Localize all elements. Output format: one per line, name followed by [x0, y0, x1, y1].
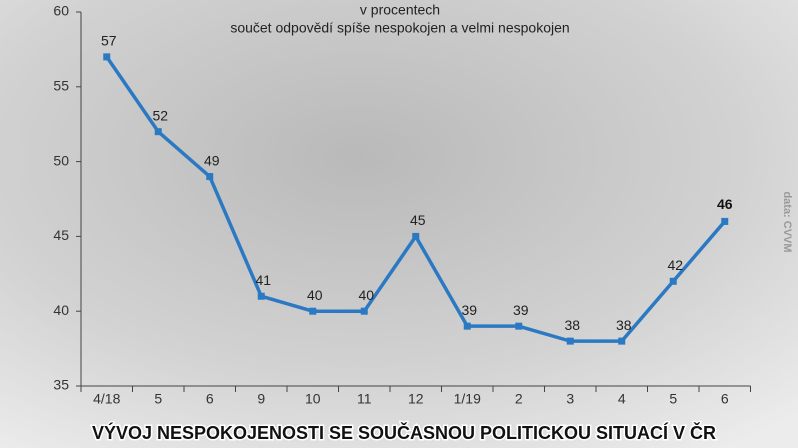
y-tick-label: 55: [53, 78, 69, 94]
source: data: CVVM: [781, 191, 793, 252]
marker: [618, 337, 626, 345]
x-tick-label: 4: [618, 391, 626, 407]
value-label: 49: [204, 152, 220, 168]
marker: [412, 232, 420, 240]
y-tick-label: 60: [53, 3, 69, 19]
value-label: 39: [513, 302, 529, 318]
value-label: 52: [152, 107, 168, 123]
x-tick-label: 10: [305, 391, 321, 407]
marker: [515, 322, 523, 330]
chart-title: VÝVOJ NESPOKOJENOSTI SE SOUČASNOU POLITI…: [92, 422, 716, 443]
marker: [360, 307, 368, 315]
y-tick-label: 45: [53, 227, 69, 243]
value-label: 40: [307, 287, 323, 303]
value-label: 57: [101, 33, 117, 49]
marker: [206, 173, 214, 181]
subtitle: součet odpovědí spíše nespokojen a velmi…: [230, 20, 569, 36]
x-tick-label: 6: [721, 391, 729, 407]
x-tick-label: 2: [515, 391, 523, 407]
y-tick-label: 35: [53, 377, 69, 393]
x-tick-label: 11: [357, 391, 372, 407]
value-label: 39: [461, 302, 477, 318]
x-tick-label: 3: [566, 391, 574, 407]
marker: [257, 292, 265, 300]
value-label: 38: [616, 317, 632, 333]
x-tick-label: 4/18: [93, 391, 120, 407]
value-label: 45: [410, 212, 426, 228]
x-tick-label: 1/19: [454, 391, 481, 407]
marker: [669, 277, 677, 285]
value-label: 46: [717, 196, 733, 212]
x-tick-label: 6: [206, 391, 214, 407]
marker: [463, 322, 471, 330]
value-label: 41: [255, 272, 271, 288]
marker: [566, 337, 574, 345]
marker: [103, 53, 111, 61]
x-tick-label: 9: [257, 391, 265, 407]
x-tick-label: 5: [669, 391, 677, 407]
value-label: 42: [667, 257, 683, 273]
marker: [154, 128, 162, 136]
x-tick-label: 5: [154, 391, 162, 407]
value-label: 40: [358, 287, 374, 303]
marker: [309, 307, 317, 315]
value-label: 38: [564, 317, 580, 333]
x-tick-label: 12: [408, 391, 424, 407]
marker: [721, 217, 729, 225]
y-tick-label: 40: [53, 302, 69, 318]
y-tick-label: 50: [53, 152, 69, 168]
subtitle: v procentech: [360, 2, 440, 18]
